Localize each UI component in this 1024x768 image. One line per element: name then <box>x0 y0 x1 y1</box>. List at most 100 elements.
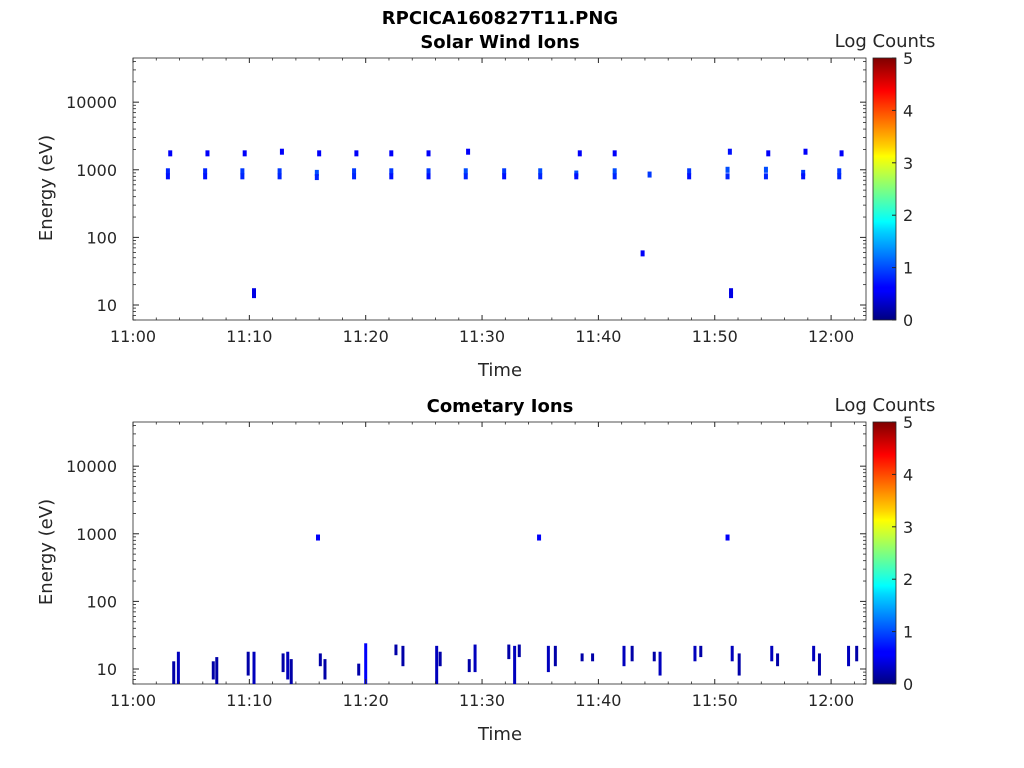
colorbar-tick-label: 1 <box>903 623 913 642</box>
data-point <box>538 173 543 180</box>
data-column <box>776 653 780 667</box>
x-axis-label: Time <box>477 360 522 381</box>
colorbar <box>872 57 897 321</box>
y-tick-label: 10000 <box>66 93 117 112</box>
colorbar-tick-label: 5 <box>903 49 913 68</box>
data-column <box>281 653 285 673</box>
x-tick-label: 11:40 <box>575 691 621 710</box>
data-point <box>389 168 394 175</box>
data-point <box>725 534 730 541</box>
data-column <box>246 651 250 676</box>
data-point <box>727 148 732 155</box>
x-tick-label: 11:50 <box>692 691 738 710</box>
data-point <box>315 534 320 541</box>
data-point <box>687 173 692 180</box>
colorbar-label: Log Counts <box>835 395 936 416</box>
data-point <box>203 168 208 175</box>
data-column <box>553 645 557 667</box>
y-tick-label: 100 <box>86 592 117 611</box>
data-point <box>612 168 617 175</box>
x-tick-label: 11:10 <box>226 327 272 346</box>
data-point <box>426 173 431 180</box>
x-tick-label: 11:40 <box>575 327 621 346</box>
data-point <box>801 169 806 176</box>
data-column <box>507 644 511 660</box>
x-tick-label: 11:30 <box>459 327 505 346</box>
x-tick-label: 11:10 <box>226 691 272 710</box>
data-point <box>389 173 394 180</box>
data-column <box>693 645 697 662</box>
data-point <box>277 173 282 180</box>
x-tick-label: 11:30 <box>459 691 505 710</box>
data-point <box>352 173 357 180</box>
data-column <box>652 651 656 662</box>
data-point <box>574 173 579 180</box>
data-point <box>252 288 257 295</box>
data-point <box>426 168 431 175</box>
panel-title: Solar Wind Ions <box>420 32 579 53</box>
data-column <box>286 651 290 680</box>
data-column <box>172 661 176 684</box>
y-tick-label: 1000 <box>76 525 117 544</box>
data-point <box>314 174 319 181</box>
x-tick-label: 11:50 <box>692 327 738 346</box>
panel-cometary-ions: Cometary Ions Log Counts Time Energy (eV… <box>36 395 935 745</box>
data-point <box>803 148 808 155</box>
data-column <box>318 653 322 667</box>
data-column <box>211 661 215 680</box>
data-point <box>640 250 645 257</box>
plot-area <box>132 57 867 321</box>
colorbar-tick-label: 4 <box>903 465 913 484</box>
data-column <box>394 644 398 656</box>
data-column <box>658 651 662 676</box>
data-column <box>215 657 219 684</box>
data-point <box>242 150 247 157</box>
data-column <box>323 659 327 680</box>
data-point <box>577 150 582 157</box>
data-column <box>435 645 439 684</box>
data-point <box>240 173 245 180</box>
y-axis-label: Energy (eV) <box>36 135 57 241</box>
data-column <box>176 651 180 684</box>
data-point <box>252 292 257 299</box>
colorbar-tick-label: 1 <box>903 259 913 278</box>
data-column <box>622 645 626 667</box>
y-tick-label: 100 <box>86 228 117 247</box>
plot-area <box>132 421 867 685</box>
colorbar <box>872 421 897 685</box>
colorbar-tick-label: 3 <box>903 154 913 173</box>
x-tick-label: 11:00 <box>110 327 156 346</box>
data-column <box>855 645 859 662</box>
data-point <box>687 168 692 175</box>
data-point <box>502 173 507 180</box>
colorbar-tick-label: 2 <box>903 206 913 225</box>
x-tick-label: 11:20 <box>343 327 389 346</box>
data-column <box>546 645 550 673</box>
data-column <box>847 645 851 667</box>
data-column <box>630 645 634 662</box>
data-column <box>591 653 595 662</box>
data-point <box>165 168 170 175</box>
x-tick-label: 11:20 <box>343 691 389 710</box>
data-point <box>317 150 322 157</box>
y-axis-label: Energy (eV) <box>36 499 57 605</box>
data-point <box>466 148 471 155</box>
y-tick-label: 10000 <box>66 457 117 476</box>
data-point <box>352 168 357 175</box>
data-point <box>240 168 245 175</box>
x-tick-label: 11:00 <box>110 691 156 710</box>
data-point <box>612 173 617 180</box>
y-tick-label: 1000 <box>76 161 117 180</box>
data-column <box>252 651 256 684</box>
data-point <box>537 534 542 541</box>
data-point <box>766 150 771 157</box>
colorbar-tick-label: 5 <box>903 413 913 432</box>
data-point <box>314 169 319 176</box>
data-point <box>725 173 730 180</box>
colorbar-tick-label: 4 <box>903 101 913 120</box>
data-point <box>612 150 617 157</box>
data-point <box>801 173 806 180</box>
x-tick-label: 12:00 <box>808 691 854 710</box>
data-column <box>770 645 774 662</box>
data-point <box>205 150 210 157</box>
